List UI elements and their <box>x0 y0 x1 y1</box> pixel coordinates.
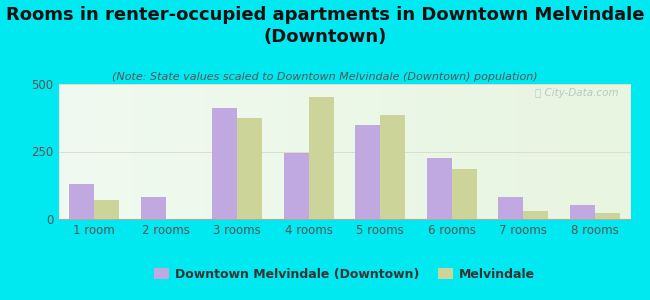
Text: ⓘ City-Data.com: ⓘ City-Data.com <box>536 88 619 98</box>
Bar <box>523 211 548 219</box>
Bar <box>284 153 309 219</box>
Bar <box>309 98 334 219</box>
Bar <box>237 118 262 219</box>
Bar <box>140 197 166 219</box>
Bar <box>595 213 620 219</box>
Bar <box>69 184 94 219</box>
Bar <box>499 197 523 219</box>
Bar <box>355 124 380 219</box>
Bar <box>94 200 120 219</box>
Text: Rooms in renter-occupied apartments in Downtown Melvindale
(Downtown): Rooms in renter-occupied apartments in D… <box>6 6 644 46</box>
Bar <box>380 115 406 219</box>
Text: (Note: State values scaled to Downtown Melvindale (Downtown) population): (Note: State values scaled to Downtown M… <box>112 72 538 82</box>
Bar <box>427 158 452 219</box>
Bar <box>569 205 595 219</box>
Bar <box>452 169 476 219</box>
Bar <box>212 108 237 219</box>
Legend: Downtown Melvindale (Downtown), Melvindale: Downtown Melvindale (Downtown), Melvinda… <box>149 263 540 286</box>
